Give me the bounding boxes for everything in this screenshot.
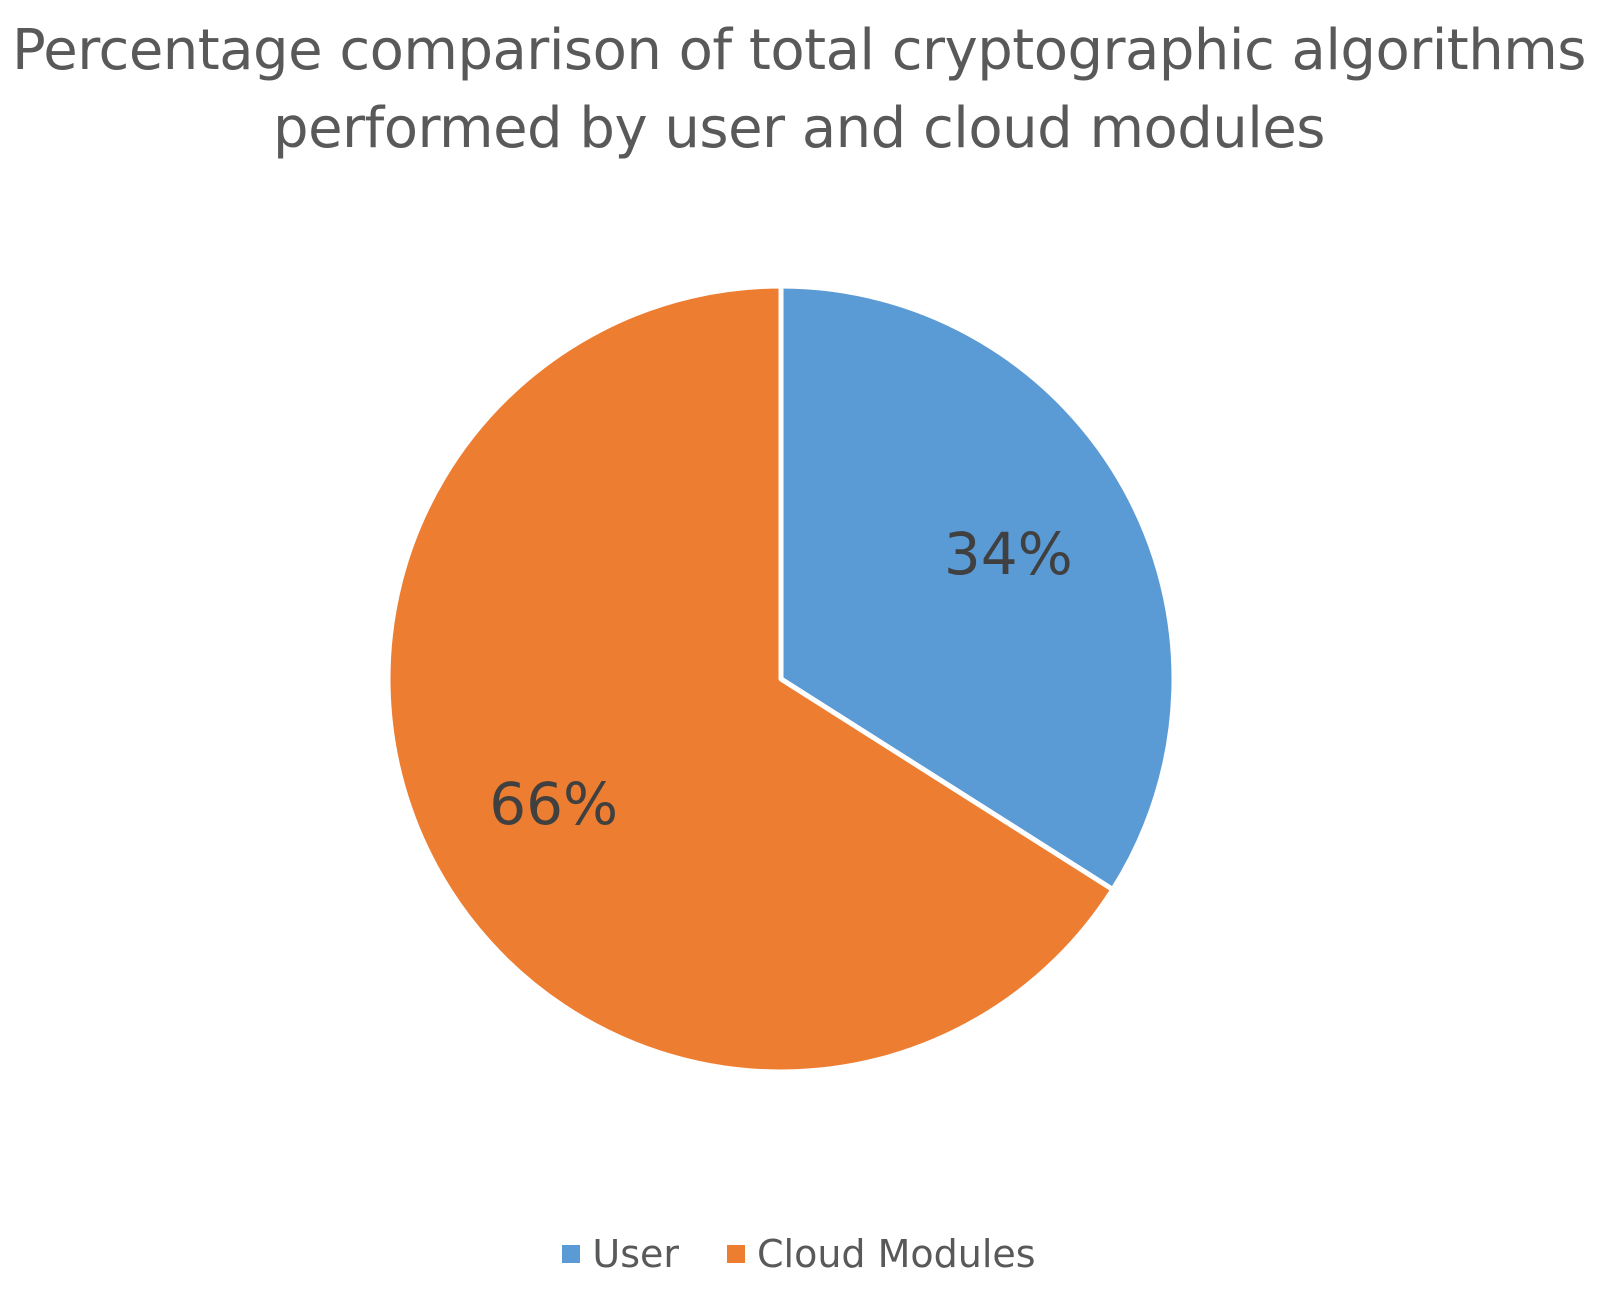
legend-label-cloud-modules: Cloud Modules	[757, 1232, 1036, 1276]
chart-title-line-1: Percentage comparison of total cryptogra…	[12, 18, 1586, 83]
legend-item-user: User	[562, 1232, 679, 1276]
legend: User Cloud Modules	[0, 1232, 1598, 1276]
legend-swatch-user	[562, 1245, 581, 1263]
chart-title: Percentage comparison of total cryptogra…	[0, 12, 1598, 168]
data-label-cloud-modules: 66%	[489, 770, 618, 838]
legend-item-cloud-modules: Cloud Modules	[727, 1232, 1036, 1276]
legend-label-user: User	[592, 1232, 679, 1276]
chart-title-line-2: performed by user and cloud modules	[273, 96, 1325, 161]
data-label-user: 34%	[944, 520, 1073, 588]
legend-swatch-cloud-modules	[727, 1245, 745, 1263]
pie-slice-cloud-modules	[385, 283, 1116, 1075]
